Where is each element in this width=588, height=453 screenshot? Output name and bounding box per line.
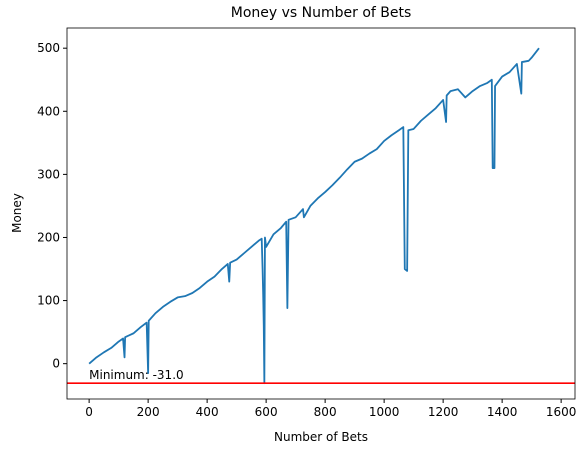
x-tick-label: 1600: [546, 405, 577, 419]
x-tick-label: 1400: [487, 405, 518, 419]
minimum-annotation: Minimum: -31.0: [89, 368, 184, 382]
plot-frame: [66, 27, 576, 400]
x-tick-label: 0: [85, 405, 93, 419]
x-tick-label: 800: [314, 405, 337, 419]
x-tick-label: 1000: [369, 405, 400, 419]
x-axis-label: Number of Bets: [274, 430, 368, 444]
x-tick-label: 200: [137, 405, 160, 419]
x-tick-label: 600: [255, 405, 278, 419]
y-tick-label: 200: [37, 230, 60, 244]
data-line: [88, 47, 540, 385]
y-tick-label: 100: [37, 294, 60, 308]
x-tick-label: 1200: [428, 405, 459, 419]
y-tick-label: 500: [37, 41, 60, 55]
y-tick-label: 300: [37, 167, 60, 181]
y-tick-label: 400: [37, 104, 60, 118]
y-axis-label: Money: [10, 193, 24, 233]
y-tick-label: 0: [52, 357, 60, 371]
x-tick-label: 400: [196, 405, 219, 419]
chart-title: Money vs Number of Bets: [231, 5, 412, 21]
